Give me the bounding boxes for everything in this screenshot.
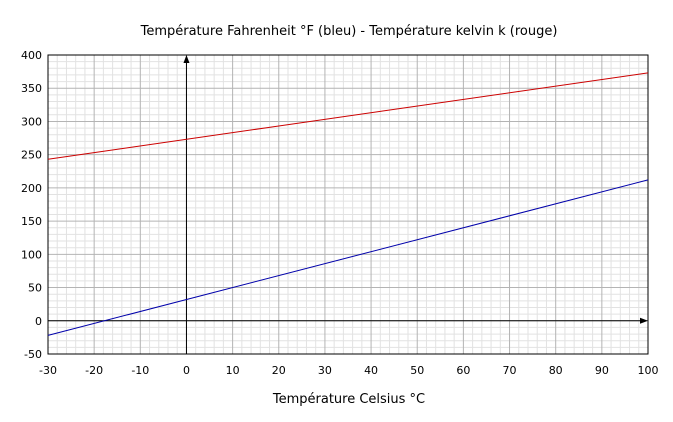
x-tick-label: -20	[85, 364, 103, 377]
x-tick-label: 20	[272, 364, 286, 377]
y-tick-label: 0	[35, 315, 42, 328]
x-tick-label: -30	[39, 364, 57, 377]
x-tick-label: 100	[638, 364, 659, 377]
x-tick-label: 70	[503, 364, 517, 377]
y-tick-label: 50	[28, 282, 42, 295]
y-axis-arrow	[183, 55, 190, 63]
series-line-1	[47, 179, 649, 336]
y-tick-label: 200	[21, 182, 42, 195]
y-tick-label: 400	[21, 49, 42, 62]
x-tick-label: 30	[318, 364, 332, 377]
x-tick-label: 40	[364, 364, 378, 377]
x-tick-label: 0	[183, 364, 190, 377]
y-tick-label: 350	[21, 82, 42, 95]
x-tick-label: -10	[131, 364, 149, 377]
x-tick-label: 50	[410, 364, 424, 377]
x-axis-arrow	[640, 317, 648, 324]
series-group	[47, 72, 649, 336]
y-tick-labels: -50 0 50 100 150 200 250 300 350 400	[21, 49, 42, 361]
chart-title: Température Fahrenheit °F (bleu) - Tempé…	[140, 24, 558, 39]
x-tick-labels: -30 -20 -10 0 10 20 30 40 50 60 70 80 90 100	[39, 364, 658, 377]
y-tick-label: 250	[21, 149, 42, 162]
x-axis-label: Température Celsius °C	[272, 392, 425, 407]
x-tick-label: 60	[456, 364, 470, 377]
axes	[48, 55, 648, 354]
plot-frame	[47, 54, 649, 355]
series-line-2	[47, 72, 649, 160]
x-tick-label: 90	[595, 364, 609, 377]
y-tick-label: 150	[21, 215, 42, 228]
grid-major	[47, 54, 649, 355]
y-tick-label: 300	[21, 115, 42, 128]
x-tick-label: 80	[549, 364, 563, 377]
grid-minor	[48, 55, 648, 354]
y-tick-label: 100	[21, 248, 42, 261]
x-tick-label: 10	[226, 364, 240, 377]
y-tick-label: -50	[24, 348, 42, 361]
